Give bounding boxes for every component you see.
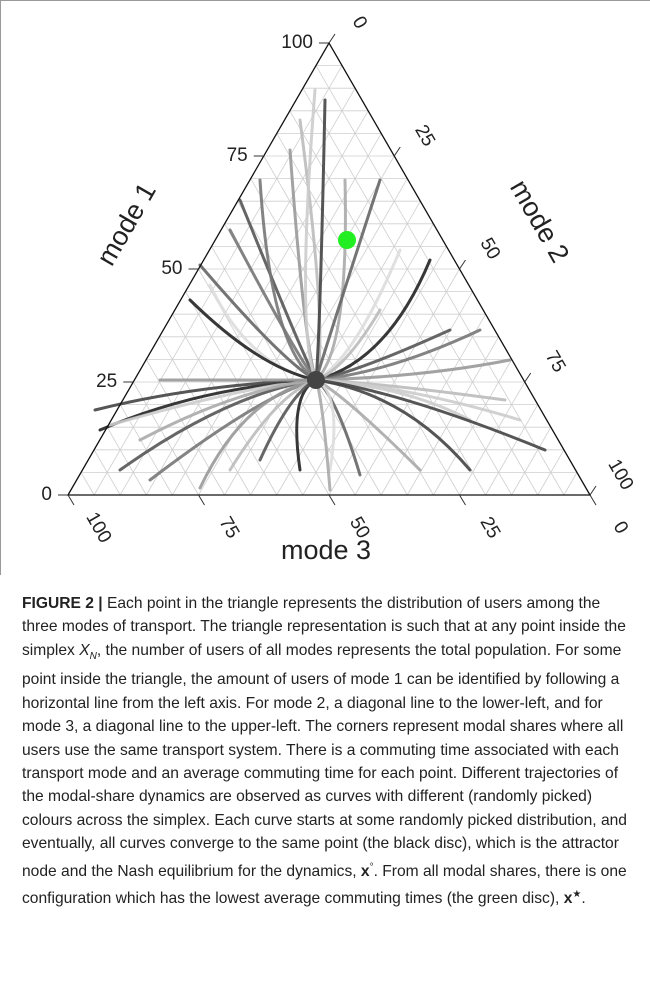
- caption-text: Each point in the triangle represents th…: [22, 595, 626, 659]
- trajectory: [314, 178, 347, 382]
- tick-label: 0: [609, 518, 632, 538]
- trajectory: [314, 358, 512, 382]
- caption-text: , the number of users of all modes repre…: [22, 641, 627, 880]
- tick-mark: [589, 494, 597, 506]
- trajectory: [314, 178, 382, 382]
- grid-line: [433, 359, 513, 496]
- tick-label: 25: [96, 371, 117, 392]
- tick-mark: [524, 372, 532, 383]
- trajectory: [188, 298, 318, 382]
- grid-line: [485, 404, 539, 496]
- grid-line: [563, 472, 578, 496]
- grid-line: [250, 200, 421, 496]
- tick-mark: [393, 146, 401, 157]
- trajectory: [258, 178, 318, 382]
- tick-label: 50: [476, 234, 505, 263]
- grid-line: [263, 155, 460, 496]
- tick-mark: [328, 494, 336, 506]
- trajectory: [314, 258, 432, 382]
- tick-label: 75: [541, 347, 570, 376]
- axis-label: mode 1: [91, 178, 162, 271]
- tick-label: 0: [41, 484, 52, 505]
- tick-label: 75: [227, 145, 248, 166]
- tick-label: 75: [215, 513, 244, 542]
- grid-line: [185, 291, 304, 496]
- tick-label: 25: [410, 121, 439, 150]
- grid-line: [159, 336, 252, 496]
- tick-label: 0: [348, 13, 371, 33]
- nash-disc: [307, 371, 325, 389]
- grid-line: [80, 472, 95, 496]
- caption-math: ★: [572, 889, 582, 901]
- tick-mark: [589, 485, 597, 496]
- grid-line: [511, 426, 552, 496]
- caption-math: °: [369, 861, 374, 873]
- trajectory: [198, 378, 318, 490]
- grid-line: [328, 268, 460, 496]
- tick-label: 100: [603, 456, 637, 494]
- grid-line: [315, 65, 565, 496]
- trajectory: [314, 328, 482, 382]
- trajectory: [314, 378, 547, 452]
- tick-label: 100: [81, 509, 115, 547]
- trajectory: [314, 98, 327, 382]
- axis-label: mode 3: [281, 535, 371, 565]
- trajectories: [93, 88, 547, 492]
- caption-math: x: [360, 862, 370, 880]
- caption-math: N: [89, 650, 97, 662]
- grid-line: [106, 426, 147, 496]
- tick-label: 25: [476, 513, 505, 542]
- caption-text: .: [581, 890, 586, 908]
- axis-label: mode 2: [504, 175, 575, 268]
- trajectory: [138, 378, 318, 442]
- tick-mark: [328, 33, 336, 44]
- grid-line: [289, 110, 513, 496]
- optimum-disc: [338, 231, 356, 249]
- caption-label: FIGURE 2 |: [22, 595, 103, 612]
- tick-label: 50: [161, 258, 182, 279]
- caption-math: X: [79, 641, 90, 659]
- tick-mark: [67, 494, 75, 506]
- grid-line: [93, 449, 121, 496]
- caption: FIGURE 2 | Each point in the triangle re…: [22, 592, 634, 911]
- grid-line: [459, 381, 526, 496]
- grid-line: [172, 313, 278, 496]
- trajectory: [304, 88, 318, 382]
- tick-label: 100: [281, 32, 313, 53]
- tick-mark: [459, 259, 466, 270]
- tick-mark: [198, 494, 205, 506]
- caption-text: . From all modal shares, there is one co…: [22, 862, 627, 908]
- tick-mark: [459, 494, 466, 506]
- grid-line: [537, 449, 565, 496]
- caption-math: x: [563, 890, 573, 908]
